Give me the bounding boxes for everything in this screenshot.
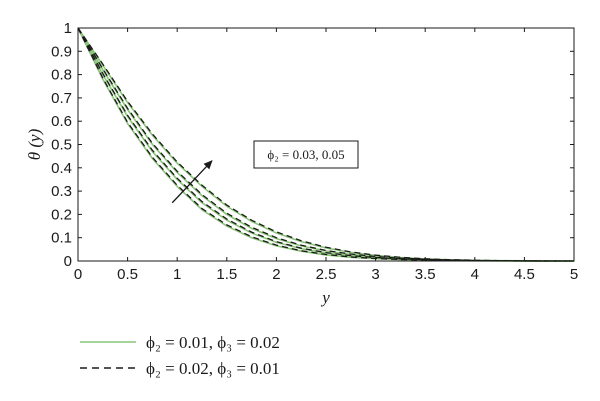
annotation-text: ϕ₂ = 0.03, 0.05 (267, 147, 344, 162)
y-tick-label: 0.1 (51, 230, 72, 247)
x-tick-label: 0.5 (117, 266, 138, 283)
trend-arrow (171, 160, 213, 204)
legend-label-2: ϕ₂ = 0.02, ϕ₃ = 0.01 (146, 359, 280, 378)
y-tick-label: 1 (64, 20, 72, 37)
y-tick-label: 0.9 (51, 43, 72, 60)
x-tick-label: 2 (272, 266, 280, 283)
dashed-curve-2 (77, 27, 575, 262)
x-tick-label: 3 (371, 266, 379, 283)
legend: ϕ₂ = 0.01, ϕ₃ = 0.02 ϕ₂ = 0.02, ϕ₃ = 0.01 (80, 333, 280, 378)
annotation-layer: ϕ₂ = 0.03, 0.05 (171, 140, 359, 204)
y-tick-label: 0.2 (51, 206, 72, 223)
labels-layer: 0 0.5 1 1.5 2 2.5 3 3.5 4 4.5 5 0 0.1 0.2 0.3 0.4 0.5 0.6… (25, 20, 578, 307)
legend-label-1: ϕ₂ = 0.01, ϕ₃ = 0.02 (146, 333, 280, 352)
x-tick-label: 4.5 (514, 266, 535, 283)
y-axis-title: θ (y) (25, 128, 44, 160)
y-tick-label: 0.6 (51, 113, 72, 130)
x-axis-title: y (320, 288, 330, 307)
y-tick-label: 0.5 (51, 137, 72, 154)
x-tick-label: 5 (570, 266, 578, 283)
x-tick-label: 1 (173, 266, 181, 283)
x-tick-label: 2.5 (316, 266, 337, 283)
y-tick-label: 0.3 (51, 183, 72, 200)
annotation-box (253, 140, 359, 169)
y-tick-label: 0.7 (51, 90, 72, 107)
dashed-curve-4 (77, 27, 575, 262)
ticks-layer (77, 27, 575, 262)
x-tick-label: 0 (74, 266, 82, 283)
y-tick-label: 0.4 (51, 160, 72, 177)
x-tick-label: 1.5 (216, 266, 237, 283)
y-tick-label: 0 (64, 253, 72, 270)
y-tick-label: 0.8 (51, 67, 72, 84)
x-tick-label: 4 (471, 266, 479, 283)
x-tick-label: 3.5 (415, 266, 436, 283)
